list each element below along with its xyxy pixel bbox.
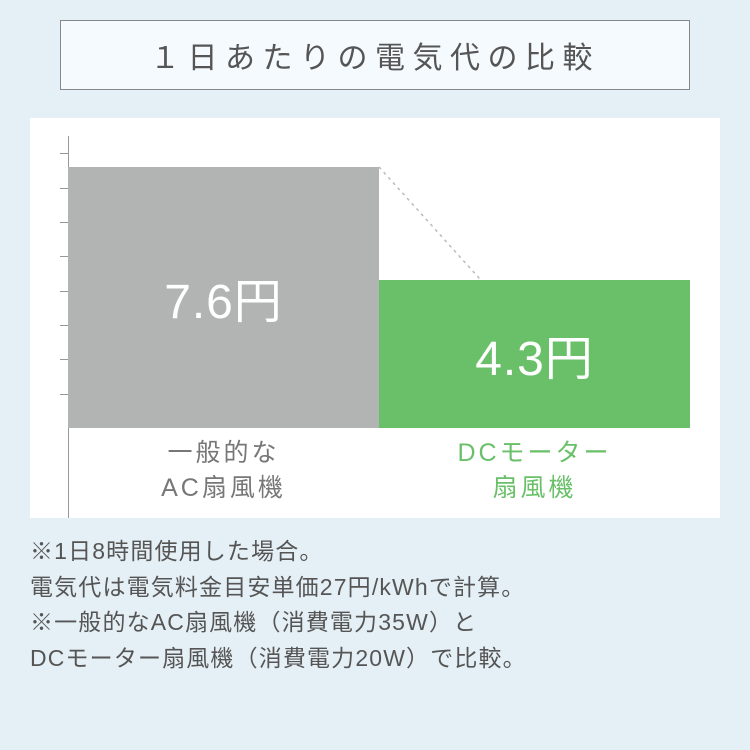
y-tick	[60, 153, 68, 154]
bars-area: 7.6円 4.3円	[68, 136, 690, 428]
y-tick	[60, 256, 68, 257]
category-label: 一般的なAC扇風機	[68, 432, 379, 512]
y-tick	[60, 222, 68, 223]
y-tick	[60, 325, 68, 326]
y-tick	[60, 359, 68, 360]
bar-wrap: 4.3円	[379, 136, 690, 428]
category-labels: 一般的なAC扇風機DCモーター扇風機	[68, 432, 690, 512]
y-tick	[60, 188, 68, 189]
y-tick	[60, 394, 68, 395]
chart-panel: 7.6円 4.3円 一般的なAC扇風機DCモーター扇風機	[30, 118, 720, 518]
bar: 4.3円	[379, 280, 690, 428]
y-tick	[60, 291, 68, 292]
footnote: ※1日8時間使用した場合。電気代は電気料金目安単価27円/kWhで計算。※一般的…	[30, 534, 720, 677]
bar-value: 4.3円	[475, 319, 594, 389]
bar: 7.6円	[68, 167, 379, 428]
category-label: DCモーター扇風機	[379, 432, 690, 512]
bar-value: 7.6円	[164, 262, 283, 332]
chart-title: １日あたりの電気代の比較	[60, 20, 690, 90]
bar-wrap: 7.6円	[68, 136, 379, 428]
